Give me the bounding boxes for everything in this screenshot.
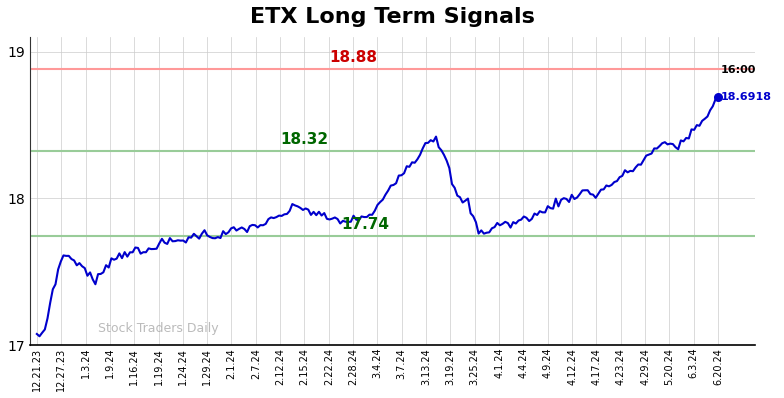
Title: ETX Long Term Signals: ETX Long Term Signals — [249, 7, 535, 27]
Text: 17.74: 17.74 — [341, 217, 390, 232]
Text: 18.32: 18.32 — [281, 132, 328, 147]
Text: Stock Traders Daily: Stock Traders Daily — [98, 322, 218, 335]
Text: 16:00: 16:00 — [720, 65, 756, 75]
Text: 18.6918: 18.6918 — [720, 92, 771, 102]
Text: 18.88: 18.88 — [329, 50, 377, 65]
Point — [712, 94, 724, 100]
